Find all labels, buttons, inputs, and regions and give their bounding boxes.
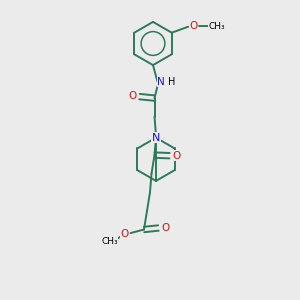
Text: H: H [168,76,175,87]
Text: O: O [129,91,137,101]
Text: O: O [120,229,129,239]
Text: CH₃: CH₃ [101,237,118,246]
Text: N: N [152,133,160,143]
Text: O: O [161,223,169,233]
Text: CH₃: CH₃ [208,22,225,31]
Text: N: N [157,76,165,87]
Text: O: O [190,21,198,31]
Text: O: O [172,151,180,161]
